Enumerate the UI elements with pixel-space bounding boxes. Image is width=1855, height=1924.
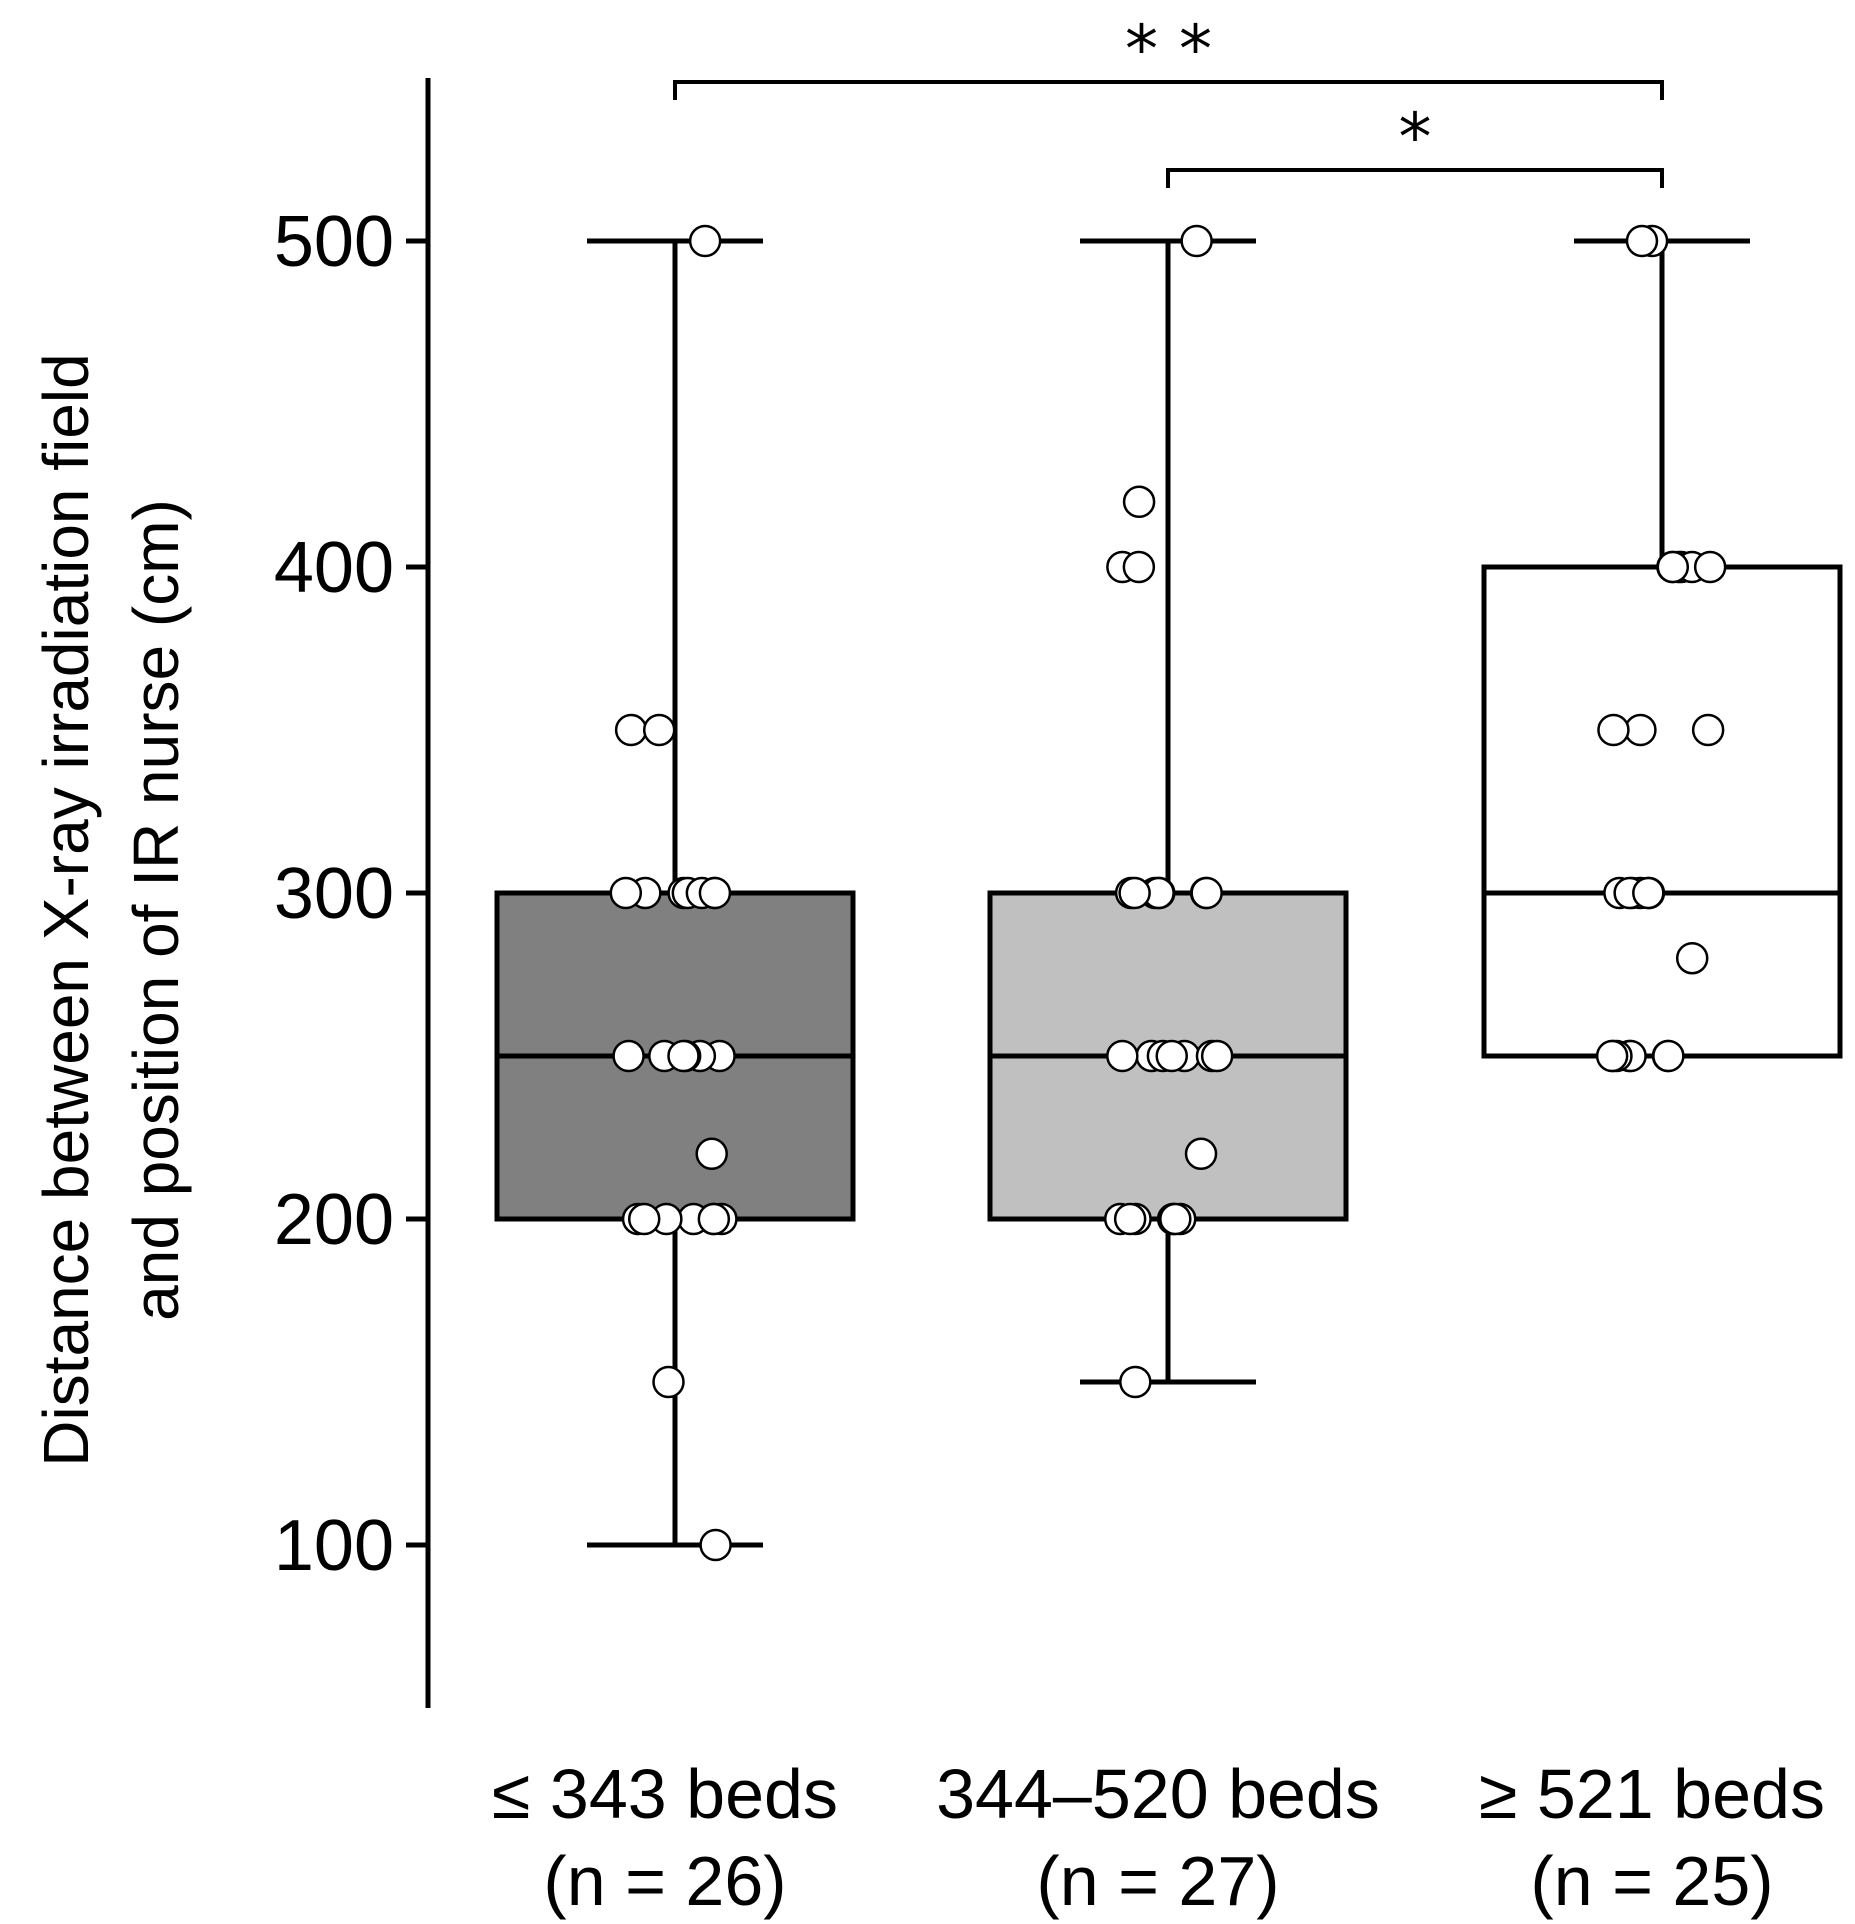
data-point <box>652 1365 685 1399</box>
data-point <box>1625 224 1659 258</box>
x-category-n-label: (n = 25) <box>1530 1842 1773 1920</box>
data-point <box>614 713 648 747</box>
data-point <box>627 1202 661 1236</box>
data-point <box>695 1137 728 1171</box>
data-point <box>1106 1039 1139 1073</box>
data-point <box>667 1039 700 1073</box>
x-category-label: ≥ 521 beds <box>1479 1755 1825 1833</box>
data-point <box>699 1528 732 1562</box>
data-point <box>1632 876 1665 910</box>
box-iqr <box>1481 564 1843 1059</box>
data-point <box>1180 224 1213 258</box>
y-tick-label: 500 <box>274 202 394 282</box>
x-category-label: ≤ 343 beds <box>492 1755 838 1833</box>
data-point <box>698 876 732 910</box>
data-point <box>1597 713 1630 747</box>
significance-bracket <box>673 80 1664 100</box>
data-point <box>612 1039 645 1073</box>
significance-bracket <box>1166 168 1664 188</box>
x-category-n-label: (n = 26) <box>543 1842 786 1920</box>
y-axis-label-line: and position of IR nurse (cm) <box>120 499 192 1321</box>
data-point <box>1190 876 1223 910</box>
y-tick-label: 200 <box>274 1180 394 1260</box>
significance-marker: * * <box>1125 11 1212 88</box>
data-point <box>1656 550 1690 584</box>
y-axis-label-line: Distance between X-ray irradiation field <box>30 353 102 1466</box>
y-axis-label: Distance between X-ray irradiation field… <box>30 353 192 1466</box>
x-category-n-label: (n = 27) <box>1036 1842 1279 1920</box>
data-point <box>1691 713 1725 747</box>
data-point <box>1693 550 1727 584</box>
data-point <box>1113 1202 1147 1236</box>
data-point <box>1624 713 1657 747</box>
data-point <box>1200 1039 1234 1073</box>
y-tick-label: 400 <box>274 528 394 608</box>
data-point <box>609 876 643 910</box>
data-point <box>1184 1137 1218 1171</box>
data-point <box>688 224 722 258</box>
significance-marker: * <box>1399 99 1432 176</box>
x-category-label: 344–520 beds <box>936 1755 1380 1833</box>
y-tick-label: 300 <box>274 854 394 934</box>
data-point <box>642 713 676 747</box>
data-point <box>1595 1039 1629 1073</box>
data-point <box>1675 941 1709 975</box>
data-point <box>1118 876 1151 910</box>
data-point <box>1155 1039 1188 1073</box>
y-tick-label: 100 <box>274 1506 394 1586</box>
data-point <box>1652 1039 1685 1073</box>
data-point <box>697 1202 731 1236</box>
data-point <box>1119 1365 1152 1399</box>
data-point <box>1122 485 1156 519</box>
data-point <box>1122 550 1156 584</box>
data-point <box>1159 1202 1192 1236</box>
